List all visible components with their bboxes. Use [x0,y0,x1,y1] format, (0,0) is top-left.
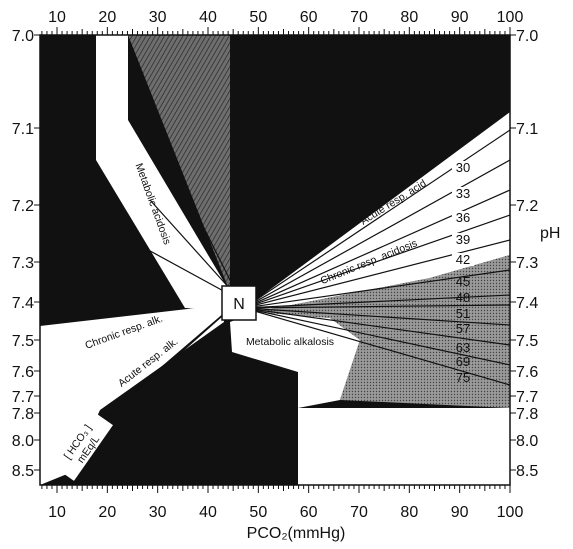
x-tick-label-bottom: 30 [149,504,167,521]
y-tick-label-left: 8.0 [12,433,34,450]
isopleth-value-label: 69 [456,354,470,369]
y-tick-label-right: 8.5 [516,463,538,480]
x-tick-label-top: 80 [400,9,418,26]
tick-marks [34,27,516,493]
isopleth-label-bg [452,233,474,246]
isopleth-label-bg [452,253,474,266]
y-tick-label-left: 7.7 [12,389,34,406]
x-tick-label-bottom: 50 [249,504,267,521]
y-tick-label-right: 7.7 [516,389,538,406]
normal-point-label: N [233,296,245,313]
plot-frame [39,34,511,486]
x-axis-top-labels: 10 20 30 40 50 60 70 80 90 100 [48,9,523,26]
isopleth-label-bg [452,187,474,200]
x-tick-label-bottom: 80 [400,504,418,521]
metabolic-alkalosis-label: Metabolic alkalosis [246,336,334,348]
x-tick-label-top: 10 [48,9,66,26]
y-tick-label-left: 7.0 [12,28,34,45]
y-tick-label-left: 7.1 [12,121,34,138]
y-tick-label-left: 7.6 [12,364,34,381]
y-tick-label-right: 7.2 [516,198,538,215]
isopleth-value-label: 57 [456,321,470,336]
isopleth-value-label: 51 [456,306,470,321]
y-tick-label-right: 8.0 [516,433,538,450]
x-tick-label-bottom: 20 [98,504,116,521]
isopleth-value-label: 30 [456,160,470,175]
y-axis-right-labels: 7.0 7.1 7.2 7.3 7.4 7.5 7.6 7.77.8 8.0 8.5 [516,28,538,480]
x-tick-label-top: 50 [249,9,267,26]
y-tick-label-right: 7.0 [516,28,538,45]
isopleth-value-label: 45 [456,274,470,289]
x-tick-label-top: 40 [199,9,217,26]
isopleth-value-label: 63 [456,340,470,355]
isopleth-value-label: 42 [456,252,470,267]
x-tick-label-bottom: 10 [48,504,66,521]
x-tick-label-bottom: 60 [300,504,318,521]
isopleth-value-label: 36 [456,210,470,225]
y-tick-label-right: 7.4 [516,295,538,312]
isopleth-value-label: 75 [456,370,470,385]
y-axis-left-labels: 7.0 7.1 7.2 7.3 7.4 7.5 7.6 7.77.8 8.0 8.5 [12,28,34,480]
x-axis-title: PCO₂(mmHg) [247,525,346,542]
x-tick-label-top: 30 [149,9,167,26]
isopleth-label-bg [452,161,474,174]
y-tick-label-right: 7.1 [516,121,538,138]
respiratory-acidosis-region [256,112,510,312]
x-axis-bottom-labels: 10 20 30 40 50 60 70 80 90 100 [48,504,523,521]
stippled-band [256,255,510,408]
x-tick-label-bottom: 40 [199,504,217,521]
y-tick-label-right: 7.8 [516,406,538,423]
x-tick-label-bottom: 90 [451,504,469,521]
isopleth-label-bg [452,211,474,224]
y-tick-label-right: 7.3 [516,255,538,272]
y-tick-label-left: 7.4 [12,295,34,312]
y-tick-label-right: 7.5 [516,333,538,350]
x-tick-label-top: 70 [350,9,368,26]
y-tick-label-left: 7.8 [12,406,34,423]
normal-point-box [221,285,257,321]
y-tick-label-right: 7.6 [516,364,538,381]
y-tick-label-left: 7.3 [12,255,34,272]
y-tick-label-left: 7.2 [12,198,34,215]
isopleth-lines [59,129,511,461]
x-tick-label-top: 20 [98,9,116,26]
x-tick-label-top: 60 [300,9,318,26]
isopleth-value-label: 33 [456,186,470,201]
metabolic-acidosis-region [96,35,232,310]
metabolic-alkalosis-region [230,312,360,408]
y-axis-title: pH [540,225,560,242]
x-tick-label-top: 100 [497,9,524,26]
y-tick-label-left: 7.5 [12,333,34,350]
x-tick-label-bottom: 70 [350,504,368,521]
isopleth-value-label: 48 [456,290,470,305]
isopleth-value-label: 39 [456,232,470,247]
x-tick-label-bottom: 100 [497,504,524,521]
y-tick-label-left: 8.5 [12,463,34,480]
bottom-right-block [298,408,510,485]
x-tick-label-top: 90 [451,9,469,26]
